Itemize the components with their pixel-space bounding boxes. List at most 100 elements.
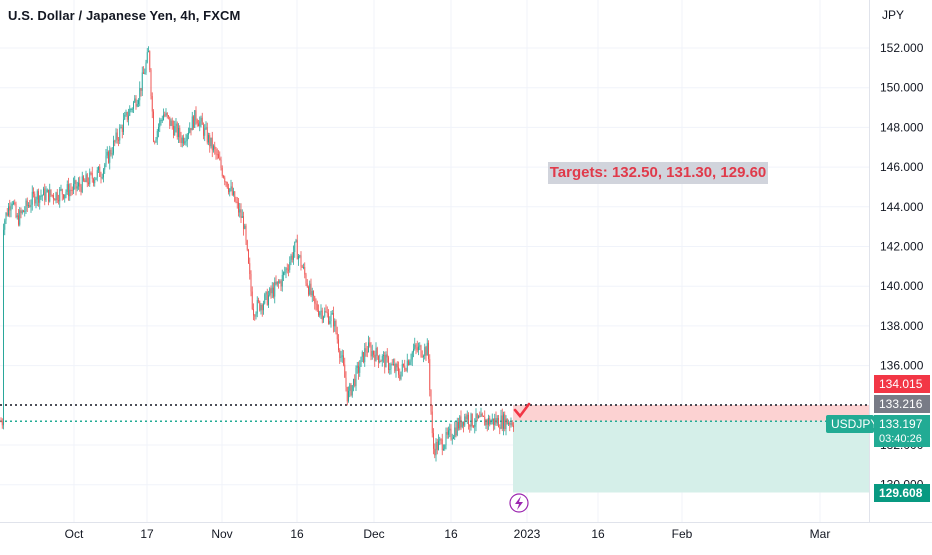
candle-body — [468, 414, 469, 425]
candle-body — [280, 281, 282, 287]
targets-annotation[interactable]: Targets: 132.50, 131.30, 129.60 — [548, 162, 768, 184]
x-tick-label: 16 — [444, 527, 458, 541]
candle-body — [100, 176, 102, 178]
candle-body — [211, 137, 213, 151]
candle-body — [356, 365, 358, 368]
candle-body — [65, 191, 67, 195]
candle-body — [228, 187, 229, 193]
time-axis-border — [0, 522, 932, 523]
candle-body — [314, 296, 316, 304]
candle-body — [123, 119, 124, 132]
candle-body — [283, 272, 284, 275]
candle-body — [180, 137, 182, 144]
candle-body — [183, 137, 184, 144]
candle-body — [310, 283, 312, 296]
candle-body — [33, 191, 34, 194]
candle-body — [285, 268, 287, 273]
candle-body — [125, 112, 127, 115]
candle-body — [464, 416, 466, 426]
candle-body — [340, 356, 342, 358]
candle-body — [36, 191, 38, 200]
candle-body — [216, 154, 218, 156]
candle-body — [483, 415, 484, 417]
candle-body — [69, 189, 71, 197]
candle-body — [484, 416, 486, 426]
candle-body — [510, 422, 512, 425]
last-price-tag: 133.197 — [874, 415, 930, 433]
candle-body — [320, 310, 322, 313]
candle-body — [213, 145, 214, 151]
candle-body — [171, 120, 173, 126]
stop-price-tag: 134.015 — [874, 375, 930, 393]
candle-body — [188, 132, 189, 135]
candle-body — [98, 166, 99, 171]
candle-body — [461, 421, 463, 427]
candle-body — [279, 281, 281, 283]
candle-body — [451, 438, 453, 440]
candle-body — [388, 357, 389, 370]
candle-body — [225, 181, 227, 183]
candle-body — [306, 283, 308, 287]
candle-body — [19, 210, 21, 225]
candle-body — [23, 210, 24, 213]
candle-body — [166, 112, 168, 116]
candle-body — [199, 121, 201, 127]
candle-body — [6, 212, 8, 216]
candle-body — [475, 413, 477, 425]
candle-body — [206, 127, 208, 143]
candle-body — [224, 177, 226, 182]
candle-body — [155, 139, 157, 143]
candle-body — [374, 354, 376, 362]
candle-body — [149, 51, 151, 70]
candle-body — [129, 109, 131, 116]
candle-body — [369, 342, 371, 347]
candle-body — [109, 149, 111, 163]
candle-body — [263, 303, 264, 311]
candle-body — [161, 119, 163, 121]
candle-body — [489, 417, 491, 425]
candle-body — [454, 427, 456, 438]
candle-body — [349, 384, 351, 391]
candle-body — [126, 112, 128, 120]
candle-body — [208, 135, 209, 143]
candle-body — [10, 205, 12, 211]
candle-body — [301, 266, 303, 268]
candle-body — [44, 188, 46, 201]
x-tick-label: Mar — [810, 527, 831, 541]
candle-body — [124, 114, 126, 120]
candle-body — [236, 201, 238, 203]
candle-body — [61, 189, 63, 195]
candle-body — [466, 414, 468, 420]
candle-body — [391, 364, 393, 366]
candle-body — [336, 332, 338, 340]
candle-body — [488, 417, 489, 425]
candle-body — [116, 132, 118, 140]
candle-body — [248, 249, 249, 264]
candle-body — [83, 176, 84, 181]
candle-body — [174, 126, 176, 136]
candle-body — [443, 448, 444, 451]
symbol-tag[interactable]: USDJPY — [826, 415, 878, 433]
candle-body — [325, 311, 327, 313]
candle-body — [354, 378, 356, 386]
candle-body — [96, 170, 98, 178]
candle-body — [453, 437, 454, 439]
x-tick-label: Nov — [211, 527, 232, 541]
candle-body — [173, 125, 174, 136]
candle-body — [361, 352, 363, 357]
candle-body — [223, 176, 224, 178]
candle-body — [353, 378, 354, 386]
candle-body — [440, 439, 442, 441]
candle-body — [261, 304, 263, 311]
candle-body — [108, 151, 109, 163]
candle-body — [29, 205, 31, 207]
candle-body — [490, 421, 492, 425]
candle-body — [255, 313, 257, 317]
candle-body — [418, 346, 419, 351]
candle-body — [333, 313, 334, 327]
candle-body — [139, 88, 141, 101]
candle-body — [341, 355, 343, 357]
candle-body — [186, 134, 188, 141]
